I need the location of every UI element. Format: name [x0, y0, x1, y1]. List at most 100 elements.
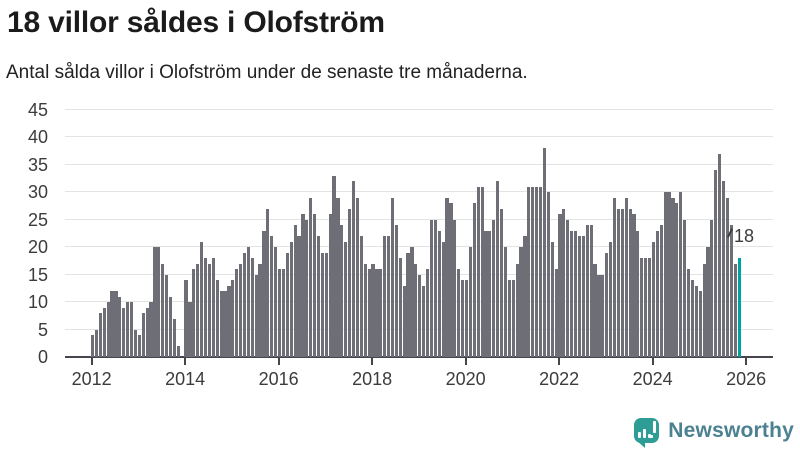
- bar: [285, 252, 289, 357]
- bar: [184, 280, 188, 357]
- bar: [102, 307, 106, 357]
- bar: [313, 214, 317, 357]
- newsworthy-logo[interactable]: Newsworthy: [634, 418, 794, 448]
- bar: [165, 274, 169, 357]
- bar: [647, 258, 652, 357]
- bar: [211, 258, 215, 357]
- y-axis-label: 40: [27, 127, 48, 148]
- bar: [507, 280, 511, 357]
- bar: [258, 263, 262, 357]
- bar: [379, 269, 383, 357]
- bar: [161, 263, 165, 357]
- bar: [721, 181, 726, 357]
- x-axis-tick: [558, 358, 561, 365]
- bar: [628, 208, 632, 357]
- bar: [207, 263, 212, 357]
- value-annotation: 18: [734, 226, 755, 246]
- bar: [496, 181, 500, 357]
- bar: [414, 263, 418, 357]
- bar: [612, 197, 617, 357]
- bar: [410, 247, 414, 357]
- bar: [192, 269, 196, 357]
- bar: [429, 219, 434, 357]
- bar: [706, 247, 710, 357]
- bar: [176, 346, 180, 357]
- bar: [250, 258, 254, 357]
- y-axis-label: 5: [37, 319, 48, 340]
- y-axis-label: 20: [27, 237, 48, 258]
- bar: [309, 197, 313, 357]
- x-axis-tick: [651, 358, 654, 365]
- x-axis-label: 2016: [258, 369, 299, 389]
- bar: [168, 296, 173, 357]
- bar: [476, 186, 480, 357]
- bar: [281, 269, 286, 357]
- bar: [94, 329, 99, 357]
- bar: [694, 285, 698, 357]
- x-axis-tick: [371, 358, 374, 365]
- bar: [690, 280, 695, 357]
- logo-wordmark: Newsworthy: [668, 418, 794, 442]
- bar: [219, 291, 223, 357]
- bar: [223, 291, 227, 357]
- x-axis-label: 2014: [165, 369, 206, 389]
- bar: [523, 236, 527, 357]
- bar: [659, 225, 663, 357]
- bar: [492, 219, 496, 357]
- x-axis-label: 2018: [352, 369, 393, 389]
- bar: [538, 186, 543, 357]
- bar: [289, 241, 293, 357]
- bar: [137, 335, 141, 357]
- bar: [348, 208, 352, 357]
- bar: [122, 307, 126, 357]
- bar: [387, 236, 391, 357]
- bar: [231, 280, 235, 357]
- bar: [535, 186, 539, 357]
- bar: [503, 247, 508, 357]
- bar: [383, 236, 387, 357]
- bar: [196, 263, 200, 357]
- bar: [367, 269, 371, 357]
- bar: [609, 241, 613, 357]
- bar: [402, 285, 406, 357]
- bar: [484, 230, 488, 357]
- bar: [702, 263, 706, 357]
- bar: [581, 236, 585, 357]
- gridline: [65, 136, 773, 138]
- bar: [390, 197, 395, 357]
- x-axis-label: 2012: [71, 369, 112, 389]
- bar: [542, 148, 546, 357]
- bar: [616, 208, 620, 357]
- bar: [215, 280, 219, 357]
- bar: [297, 236, 301, 357]
- bar: [562, 208, 566, 357]
- bar: [437, 230, 441, 357]
- y-axis-label: 15: [27, 264, 48, 285]
- bar: [91, 335, 95, 357]
- bar: [274, 247, 278, 357]
- bar: [126, 302, 130, 357]
- bar: [667, 192, 671, 357]
- bar: [114, 291, 118, 357]
- bar: [655, 230, 659, 357]
- bar: [445, 197, 449, 357]
- speech-bubble-tail: [637, 441, 646, 448]
- bar: [242, 252, 247, 357]
- bar: [270, 236, 274, 357]
- bar: [605, 252, 609, 357]
- bar: [359, 236, 363, 357]
- bar: [145, 307, 149, 357]
- bar: [457, 269, 461, 357]
- bar: [418, 274, 422, 357]
- bar: [671, 197, 675, 357]
- bar: [422, 285, 426, 357]
- bar: [464, 280, 469, 357]
- bar: [527, 186, 531, 357]
- bar: [683, 219, 687, 357]
- x-axis-tick: [184, 358, 187, 365]
- bar: [441, 241, 445, 357]
- bar: [577, 236, 582, 357]
- bar: [239, 263, 243, 357]
- bar: [624, 197, 628, 357]
